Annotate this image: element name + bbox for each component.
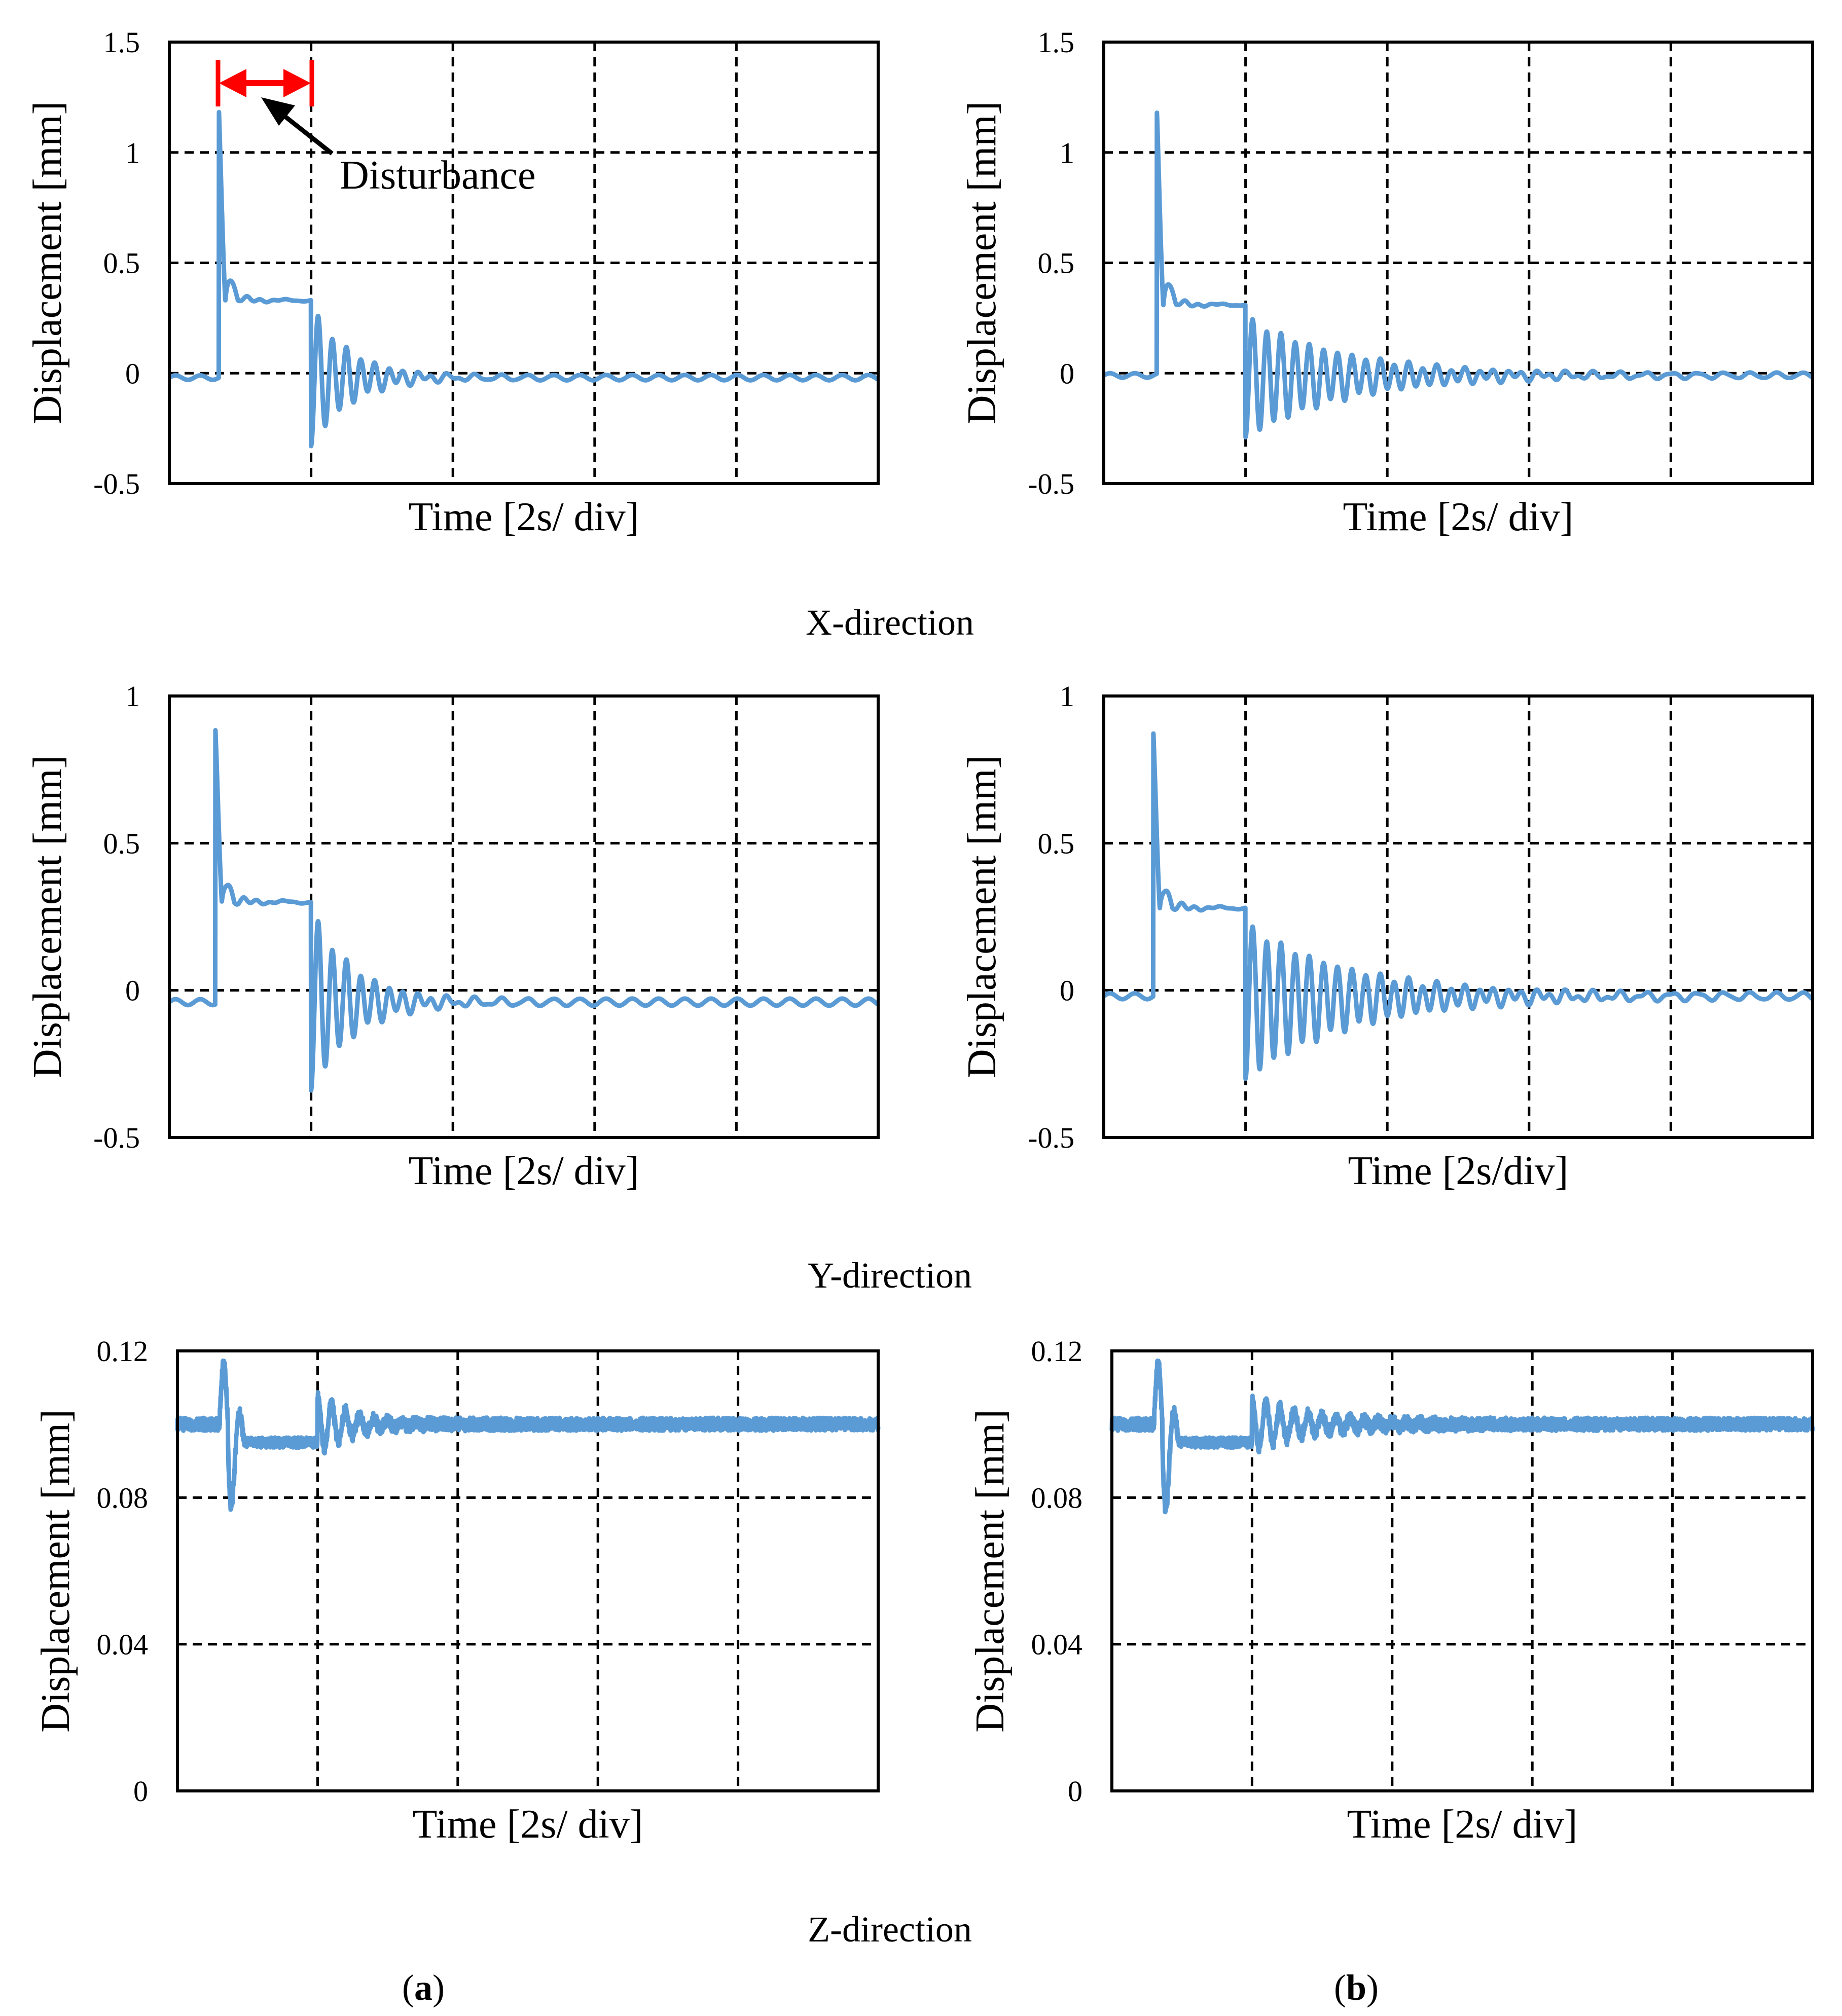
chart-y-direction-b: 1 0.5 0 -0.5 Displacement [mm] Time [2s/… <box>960 680 1815 1193</box>
column-label-b: (b) <box>1334 1967 1379 2008</box>
plot-area <box>167 728 881 1093</box>
chart-x-direction-a: 1.5 1 0.5 0 -0.5 Displacement [mm] Time … <box>25 26 881 539</box>
grid <box>1104 696 1813 1138</box>
series-line-displacement <box>1101 110 1815 439</box>
y-tick-label: -0.5 <box>1028 1121 1074 1154</box>
disturbance-pointer-arrowhead-icon <box>261 97 295 126</box>
y-tick-label: 1 <box>125 136 140 169</box>
y-tick-label: 0.08 <box>97 1481 149 1514</box>
caption-y-direction: Y-direction <box>808 1255 972 1296</box>
y-tick-label: 0.12 <box>1031 1335 1083 1368</box>
y-tick-label: 0.5 <box>1038 247 1075 280</box>
series-line-displacement <box>1101 731 1815 1081</box>
plot-frame <box>1102 694 1814 1139</box>
series-line-displacement <box>167 109 881 449</box>
y-tick-label: 0 <box>1068 1775 1082 1808</box>
y-tick-labels: 1.5 1 0.5 0 -0.5 <box>93 26 140 500</box>
grid <box>169 696 878 1138</box>
disturbance-pointer-line <box>282 114 334 156</box>
column-label-a-letter: a <box>414 1967 432 2008</box>
grid <box>177 1351 878 1791</box>
caption-z-direction: Z-direction <box>808 1909 972 1950</box>
x-axis-label: Time [2s/ div] <box>1343 495 1574 539</box>
chart-z-direction-b: 0.12 0.08 0.04 0 Displacement [mm] Time … <box>968 1335 1815 1847</box>
y-axis-label: Displacement [mm] <box>960 101 1004 425</box>
y-tick-label: 0 <box>125 357 140 390</box>
y-tick-label: 0.5 <box>103 827 140 860</box>
plot-frame <box>176 1349 880 1792</box>
disturbance-annotation: Disturbance <box>215 60 536 198</box>
y-tick-label: 0 <box>133 1775 148 1808</box>
y-axis-label: Displacement [mm] <box>25 101 70 425</box>
grid <box>1104 42 1813 484</box>
y-tick-label: 0.12 <box>97 1335 149 1368</box>
y-tick-label: 0.04 <box>97 1628 149 1661</box>
y-tick-label: 1 <box>1060 680 1074 713</box>
y-tick-label: -0.5 <box>93 467 140 500</box>
plot-area <box>175 1359 881 1512</box>
y-axis-label: Displacement [mm] <box>960 755 1004 1079</box>
y-axis-label: Displacement [mm] <box>33 1409 78 1733</box>
plot-area <box>1101 110 1815 439</box>
y-tick-label: 1 <box>1060 136 1074 169</box>
plot-area <box>1109 1359 1815 1515</box>
column-label-b-letter: b <box>1346 1967 1366 2008</box>
plot-area <box>167 109 881 449</box>
x-axis-label: Time [2s/ div] <box>413 1802 643 1847</box>
series-line-displacement <box>167 728 881 1093</box>
plot-frame <box>1102 41 1814 485</box>
series-line-displacement <box>1109 1359 1815 1515</box>
y-tick-labels: 1 0.5 0 -0.5 <box>1028 680 1074 1154</box>
plot-frame <box>168 41 880 485</box>
y-tick-label: 1.5 <box>103 26 140 59</box>
caption-x-direction: X-direction <box>806 602 974 643</box>
grid <box>1112 1351 1813 1791</box>
x-axis-label: Time [2s/ div] <box>1347 1802 1578 1847</box>
y-tick-label: 0.5 <box>1038 827 1075 860</box>
y-tick-label: 1.5 <box>1038 26 1075 59</box>
y-axis-label: Displacement [mm] <box>25 755 70 1079</box>
y-tick-labels: 0.12 0.08 0.04 0 <box>97 1335 149 1808</box>
y-tick-label: 0 <box>125 974 140 1007</box>
disturbance-label: Disturbance <box>340 153 536 198</box>
plot-area <box>1101 731 1815 1081</box>
y-tick-label: 0 <box>1060 357 1074 390</box>
y-tick-label: 0.08 <box>1031 1481 1083 1514</box>
series-line-displacement <box>175 1359 881 1512</box>
column-label-a: (a) <box>402 1967 445 2008</box>
y-tick-labels: 1 0.5 0 -0.5 <box>93 680 140 1154</box>
y-tick-labels: 0.12 0.08 0.04 0 <box>1031 1335 1083 1808</box>
x-axis-label: Time [2s/div] <box>1348 1149 1569 1193</box>
chart-y-direction-a: 1 0.5 0 -0.5 Displacement [mm] Time [2s/… <box>25 680 881 1193</box>
disturbance-arrow-right-icon <box>283 69 311 97</box>
y-tick-label: 0.5 <box>103 247 140 280</box>
x-axis-label: Time [2s/ div] <box>409 495 639 539</box>
y-tick-label: 1 <box>125 680 140 713</box>
y-tick-label: 0.04 <box>1031 1628 1083 1661</box>
x-axis-label: Time [2s/ div] <box>409 1149 639 1193</box>
chart-x-direction-b: 1.5 1 0.5 0 -0.5 Displacement [mm] Time … <box>960 26 1815 539</box>
y-tick-label: -0.5 <box>93 1121 140 1154</box>
plot-frame <box>168 694 880 1139</box>
y-axis-label: Displacement [mm] <box>968 1409 1013 1733</box>
y-tick-labels: 1.5 1 0.5 0 -0.5 <box>1028 26 1074 500</box>
disturbance-arrow-left-icon <box>219 69 246 97</box>
chart-z-direction-a: 0.12 0.08 0.04 0 Displacement [mm] Time … <box>33 1335 881 1847</box>
y-tick-label: 0 <box>1060 974 1074 1007</box>
y-tick-label: -0.5 <box>1028 467 1074 500</box>
plot-frame <box>1110 1349 1814 1792</box>
